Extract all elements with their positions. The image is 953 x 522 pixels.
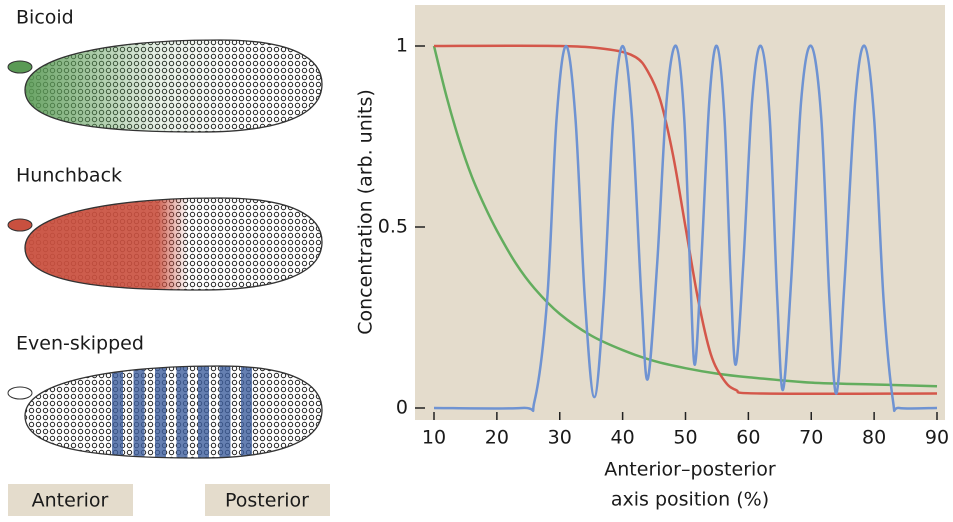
- anterior-box: [8, 484, 133, 516]
- y-tick-label: 1: [396, 35, 408, 57]
- embryo: [7, 365, 323, 459]
- expression-gradient: [25, 40, 322, 132]
- embryo-outline: [24, 365, 323, 459]
- x-tick-label: 30: [548, 427, 572, 449]
- embryo-panels: Bicoid Hunchback Even-skipped: [7, 7, 323, 459]
- embryo: [7, 39, 323, 133]
- embryo-label: Even-skipped: [16, 333, 144, 355]
- expression-stripe: [176, 366, 188, 458]
- expression-stripe: [241, 366, 252, 458]
- x-tick-label: 70: [799, 427, 823, 449]
- expression: [25, 198, 322, 290]
- expression: [25, 40, 322, 132]
- anterior-label: Anterior: [32, 490, 109, 512]
- embryo-outline: [24, 197, 323, 291]
- x-tick-label: 20: [485, 427, 509, 449]
- expression-stripe: [112, 366, 123, 458]
- expression-stripe: [198, 366, 209, 458]
- embryo-tip: [7, 60, 33, 74]
- x-tick-label: 60: [736, 427, 760, 449]
- embryo-label: Bicoid: [16, 7, 74, 29]
- expression: [112, 366, 252, 458]
- x-axis-label: Anterior–posterior: [604, 459, 776, 481]
- y-tick-label: 0: [396, 397, 408, 419]
- x-tick-label: 50: [673, 427, 697, 449]
- series-line: [433, 44, 938, 396]
- y-axis-label: Concentration (arb. units): [355, 89, 377, 335]
- x-axis-label: axis position (%): [611, 489, 769, 511]
- expression-gradient: [25, 198, 322, 290]
- embryo-cells: [25, 366, 322, 458]
- x-tick-label: 80: [862, 427, 886, 449]
- embryo-label: Hunchback: [16, 165, 122, 187]
- x-tick-label: 90: [925, 427, 949, 449]
- embryo-outline: [24, 39, 323, 133]
- series-line: [432, 45, 938, 388]
- embryo-tip: [7, 386, 33, 400]
- posterior-box: [205, 484, 330, 516]
- chart: 0 0.5 1 10 20 30 40 50 60 70 80 90 Concentration (ar…: [355, 5, 949, 511]
- x-tick-label: 40: [611, 427, 635, 449]
- x-tick-label: 10: [422, 427, 446, 449]
- posterior-label: Posterior: [225, 490, 309, 512]
- series-line: [433, 44, 938, 412]
- expression-stripe: [219, 366, 231, 458]
- expression-stripe: [155, 366, 166, 458]
- embryo-tip: [7, 218, 33, 232]
- expression-stripe: [133, 366, 145, 458]
- embryo: [7, 197, 323, 291]
- y-tick-label: 0.5: [378, 216, 408, 238]
